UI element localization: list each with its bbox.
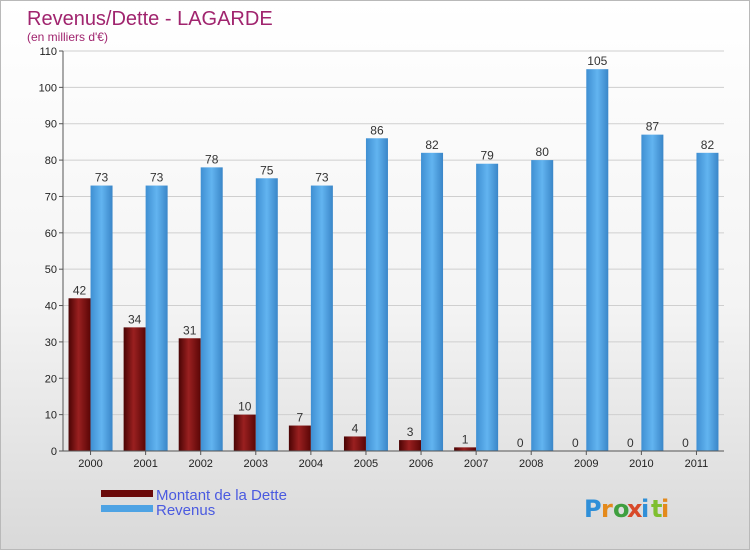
value-label-dette: 0 — [627, 436, 634, 450]
value-label-revenus: 80 — [536, 145, 550, 159]
y-tick-label: 80 — [45, 155, 57, 167]
bar-revenus — [476, 163, 499, 451]
x-tick-label: 2010 — [629, 458, 653, 470]
value-label-revenus: 73 — [150, 171, 164, 185]
x-tick-label: 2006 — [409, 458, 433, 470]
legend-swatch-debt — [101, 490, 153, 497]
bar-dette — [343, 436, 366, 451]
value-label-revenus: 82 — [425, 138, 439, 152]
y-tick-label: 10 — [45, 410, 57, 422]
axes — [59, 50, 724, 455]
bar-revenus — [145, 185, 168, 451]
value-label-dette: 42 — [73, 283, 87, 297]
bar-dette — [288, 425, 311, 451]
value-label-revenus: 105 — [587, 54, 607, 68]
chart-subtitle: (en milliers d'€) — [27, 30, 108, 44]
bar-dette — [68, 298, 91, 451]
x-tick-label: 2005 — [354, 458, 378, 470]
y-tick-label: 70 — [45, 191, 57, 203]
value-label-dette: 4 — [352, 421, 359, 435]
value-label-revenus: 73 — [315, 171, 329, 185]
legend-label-debt: Montant de la Dette — [156, 487, 287, 504]
y-tick-label: 20 — [45, 373, 57, 385]
value-label-dette: 0 — [517, 436, 524, 450]
value-label-revenus: 73 — [95, 171, 109, 185]
legend-label-revenus: Revenus — [156, 502, 215, 519]
bar-revenus — [200, 167, 223, 451]
x-tick-label: 2002 — [188, 458, 212, 470]
logo-letter: x — [627, 495, 643, 523]
y-tick-label: 110 — [39, 46, 57, 58]
logo-letter: r — [601, 495, 613, 523]
value-label-revenus: 86 — [370, 123, 384, 137]
bar-revenus — [696, 152, 719, 451]
y-tick-label: 50 — [45, 264, 57, 276]
gridlines — [63, 50, 724, 416]
logo-letter: t — [651, 495, 662, 523]
value-label-revenus: 75 — [260, 163, 274, 177]
value-label-revenus: 82 — [701, 138, 715, 152]
y-tick-label: 90 — [45, 119, 57, 131]
logo-letter: i — [641, 495, 649, 523]
bar-dette — [233, 414, 256, 451]
y-tick-label: 100 — [39, 82, 57, 94]
value-label-dette: 10 — [238, 400, 252, 414]
chart-title: Revenus/Dette - LAGARDE — [27, 8, 273, 30]
bar-revenus — [641, 134, 664, 452]
bar-revenus — [531, 160, 554, 451]
logo-letter: o — [613, 495, 630, 523]
bar-revenus — [255, 178, 278, 452]
x-tick-label: 2003 — [244, 458, 268, 470]
value-label-dette: 0 — [572, 436, 579, 450]
x-tick-label: 2011 — [685, 458, 709, 470]
value-label-dette: 31 — [183, 323, 197, 337]
x-tick-label: 2007 — [464, 458, 488, 470]
bars — [68, 69, 719, 452]
value-label-revenus: 87 — [646, 120, 660, 134]
value-label-revenus: 78 — [205, 152, 219, 166]
x-tick-label: 2000 — [78, 458, 102, 470]
x-tick-label: 2009 — [574, 458, 598, 470]
value-label-dette: 1 — [462, 432, 469, 446]
value-label-dette: 34 — [128, 312, 142, 326]
bar-revenus — [90, 185, 113, 451]
legend-swatch-revenus — [101, 505, 153, 512]
value-label-revenus: 79 — [480, 149, 494, 163]
bar-dette — [399, 440, 422, 451]
y-tick-label: 30 — [45, 337, 57, 349]
bar-dette — [123, 327, 146, 451]
value-label-dette: 7 — [297, 411, 304, 425]
x-tick-labels: 2000 2001 2002 2003 2004 2005 2006 2007 2008 2009… — [78, 458, 708, 470]
bar-dette — [454, 447, 477, 451]
x-tick-label: 2001 — [133, 458, 157, 470]
y-tick-label: 40 — [45, 301, 57, 313]
x-tick-label: 2008 — [519, 458, 543, 470]
value-labels: 42 73 34 73 31 78 10 75 7 73 4 86 3 82 1 79 0 80 0 105 0 87 0 8… — [73, 54, 715, 450]
bar-revenus — [365, 138, 388, 452]
value-label-dette: 3 — [407, 425, 414, 439]
logo-letter: P — [584, 495, 602, 523]
logo-letter: i — [661, 495, 669, 523]
bar-dette — [178, 338, 201, 451]
value-label-dette: 0 — [682, 436, 689, 450]
bar-revenus — [310, 185, 333, 451]
y-tick-label: 60 — [45, 228, 57, 240]
x-tick-label: 2004 — [299, 458, 323, 470]
bar-revenus — [421, 152, 444, 451]
bar-revenus — [586, 69, 609, 451]
y-tick-labels: 0 10 20 30 40 50 60 70 80 90 100 110 — [39, 46, 57, 458]
y-tick-label: 0 — [51, 446, 57, 458]
